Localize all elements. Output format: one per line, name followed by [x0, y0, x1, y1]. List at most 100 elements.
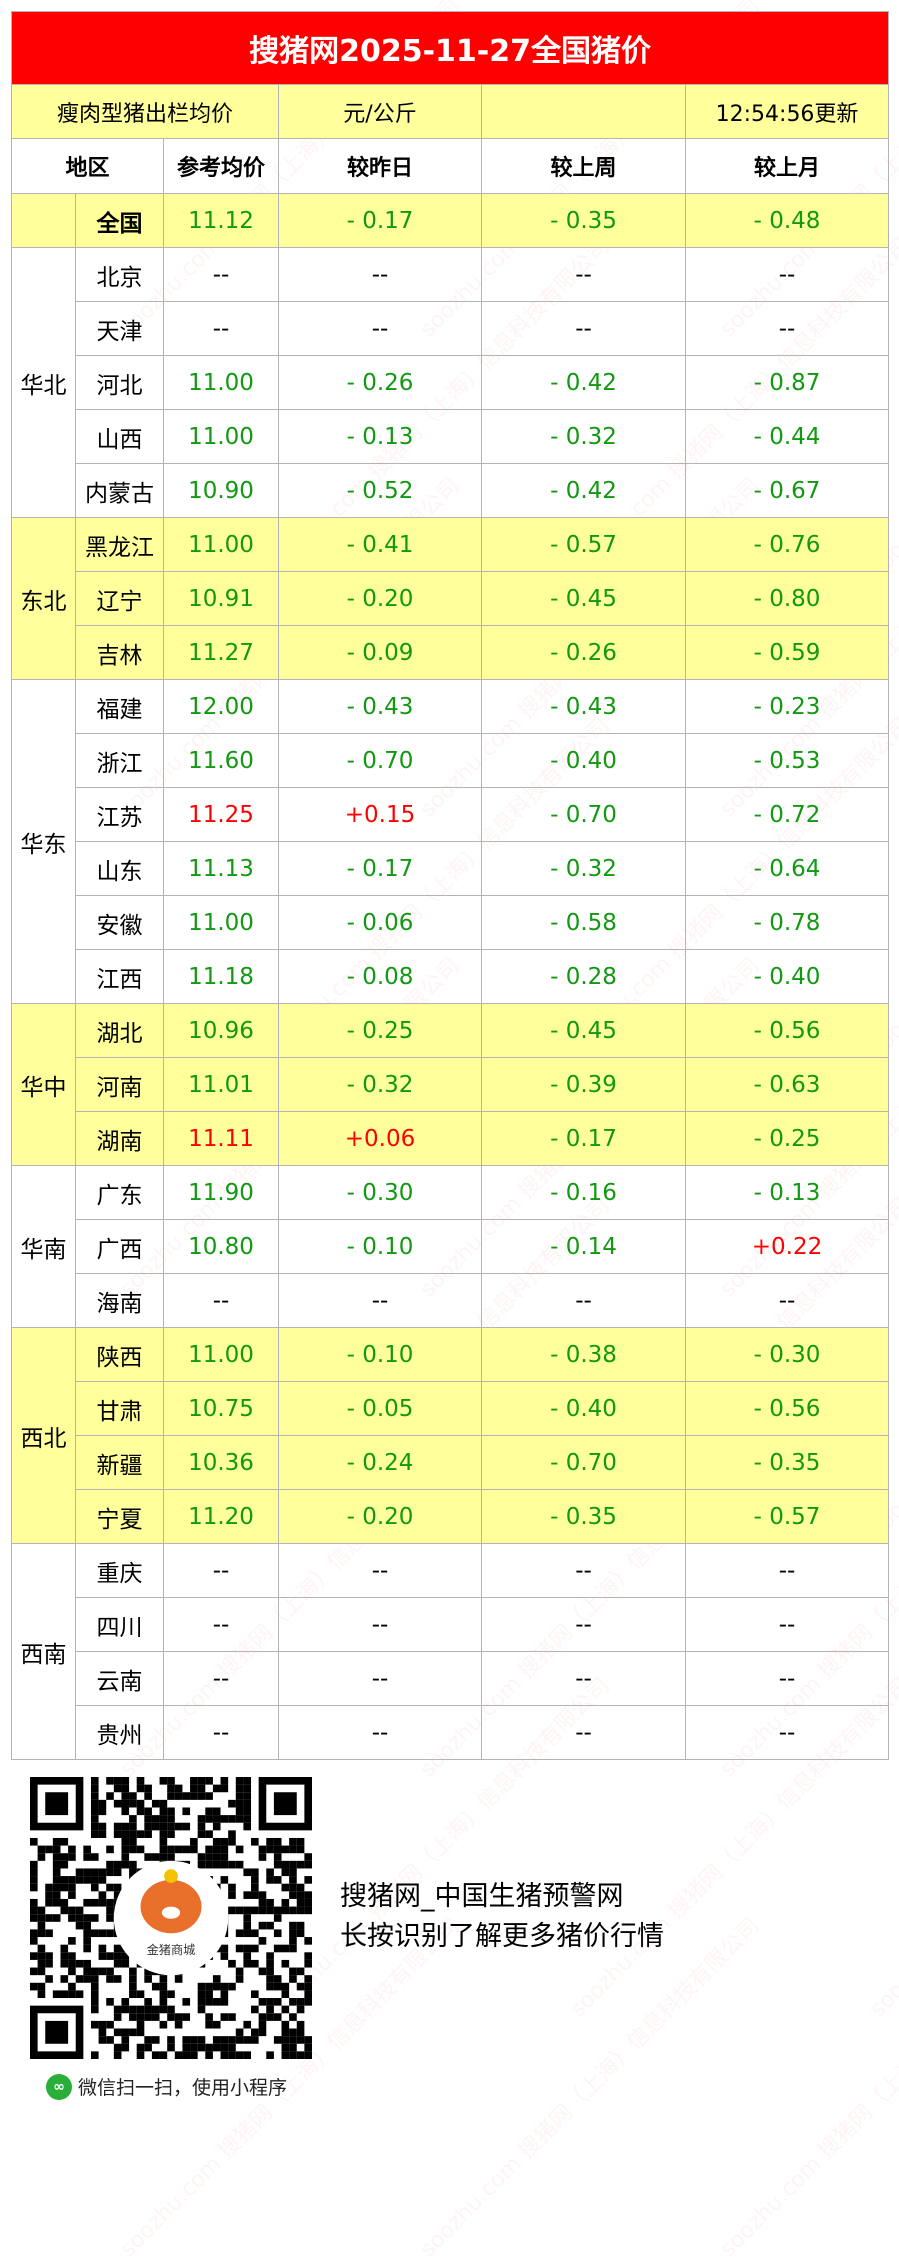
- table-row: 辽宁 10.91- 0.20- 0.45- 0.80: [12, 571, 890, 626]
- month-change: - 0.25: [684, 1111, 890, 1166]
- week-change: - 0.39: [481, 1057, 686, 1112]
- table-row: 宁夏 11.20- 0.20- 0.35- 0.57: [12, 1489, 890, 1544]
- price-value: 11.25: [163, 787, 279, 842]
- region-name: 华中: [11, 1003, 76, 1166]
- watermark: soozhu.com 搜猪网（上海）信息科技有限公司: [415, 1913, 765, 2263]
- month-change: - 0.40: [684, 949, 890, 1004]
- week-change: - 0.70: [481, 787, 686, 842]
- province-name: 宁夏: [75, 1489, 164, 1544]
- province-name: 湖南: [75, 1111, 164, 1166]
- month-change: - 0.64: [684, 841, 890, 896]
- table-row: 华南 广东 11.90- 0.30- 0.16- 0.13: [11, 1165, 890, 1328]
- week-change: - 0.70: [481, 1435, 686, 1490]
- month-change: --: [684, 1705, 890, 1760]
- price-value: 11.00: [163, 517, 279, 572]
- table-row: 甘肃 10.75- 0.05- 0.40- 0.56: [12, 1381, 890, 1436]
- qr-code[interactable]: 金猪商城: [30, 1777, 312, 2059]
- table-row: 西北 陕西 11.00- 0.10- 0.38- 0.30: [11, 1327, 890, 1544]
- table-row: 浙江 11.60- 0.70- 0.40- 0.53: [12, 733, 890, 788]
- month-change: - 0.76: [684, 517, 890, 572]
- month-change: - 0.53: [684, 733, 890, 788]
- region-name: 华东: [11, 679, 76, 1004]
- header-region: 地区: [11, 138, 164, 194]
- promo-line-1: 搜猪网_中国生猪预警网: [340, 1881, 624, 1912]
- month-change: --: [684, 1543, 890, 1598]
- price-value: 10.75: [163, 1381, 279, 1436]
- watermark: soozhu.com 搜猪网（上海）信息科技有限公司: [715, 1913, 899, 2263]
- region-name: 东北: [11, 517, 76, 680]
- week-change: - 0.28: [481, 949, 686, 1004]
- week-change: - 0.45: [481, 571, 686, 626]
- day-change: - 0.09: [278, 625, 482, 680]
- price-value: --: [163, 1543, 279, 1598]
- price-value: --: [163, 1651, 279, 1706]
- province-name: 江西: [75, 949, 164, 1004]
- day-change: --: [278, 1597, 482, 1652]
- day-change: - 0.10: [278, 1219, 482, 1274]
- table-row: 江苏 11.25 +0.15- 0.70- 0.72: [12, 787, 890, 842]
- wechat-hint: ∞ 微信扫一扫，使用小程序: [46, 2073, 287, 2100]
- week-change: --: [481, 1651, 686, 1706]
- table-row: 安徽 11.00- 0.06- 0.58- 0.78: [12, 895, 890, 950]
- month-change: - 0.72: [684, 787, 890, 842]
- price-value: 11.00: [163, 1327, 279, 1382]
- province-name: 贵州: [75, 1705, 164, 1760]
- month-change: - 0.67: [684, 463, 890, 518]
- table-row: 广西 10.80- 0.10- 0.14 +0.22: [12, 1219, 890, 1274]
- day-change: - 0.25: [278, 1003, 482, 1058]
- month-change: - 0.23: [684, 679, 890, 734]
- day-change: - 0.20: [278, 1489, 482, 1544]
- table-row: 江西 11.18- 0.08- 0.28- 0.40: [12, 949, 890, 1004]
- province-name: 天津: [75, 301, 164, 356]
- day-change: +0.15: [278, 787, 482, 842]
- month-change: --: [684, 1597, 890, 1652]
- week-change: - 0.43: [481, 679, 686, 734]
- header-day: 较昨日: [278, 138, 482, 194]
- price-type-label: 瘦肉型猪出栏均价: [11, 84, 279, 139]
- province-name: 河南: [75, 1057, 164, 1112]
- price-value: 11.27: [163, 625, 279, 680]
- table-row: 海南 -- -- -- --: [12, 1273, 890, 1328]
- week-change: - 0.26: [481, 625, 686, 680]
- month-change: - 0.80: [684, 571, 890, 626]
- province-name: 山东: [75, 841, 164, 896]
- week-change: - 0.38: [481, 1327, 686, 1382]
- month-change: - 0.44: [684, 409, 890, 464]
- week-change: --: [481, 1543, 686, 1598]
- day-change: --: [278, 1543, 482, 1598]
- table-row: 东北 黑龙江 11.00- 0.41- 0.57- 0.76: [11, 517, 890, 680]
- month-change: - 0.13: [684, 1165, 890, 1220]
- day-change: - 0.43: [278, 679, 482, 734]
- region-name: 华南: [11, 1165, 76, 1328]
- province-name: 江苏: [75, 787, 164, 842]
- day-change: - 0.20: [278, 571, 482, 626]
- day-change: - 0.26: [278, 355, 482, 410]
- table-row: 天津 -- -- -- --: [12, 301, 890, 356]
- table-row: 华中 湖北 10.96- 0.25- 0.45- 0.56: [11, 1003, 890, 1166]
- day-change: --: [278, 1651, 482, 1706]
- header-price: 参考均价: [163, 138, 279, 194]
- region-name: 华北: [11, 247, 76, 518]
- table-row: 吉林 11.27- 0.09- 0.26- 0.59: [12, 625, 890, 680]
- table-row: 山西 11.00- 0.13- 0.32- 0.44: [12, 409, 890, 464]
- month-change: - 0.30: [684, 1327, 890, 1382]
- header-week: 较上周: [481, 138, 686, 194]
- price-value: --: [163, 301, 279, 356]
- price-value: 10.90: [163, 463, 279, 518]
- update-time: 12:54:56更新: [684, 84, 890, 139]
- province-name: 河北: [75, 355, 164, 410]
- price-value: 11.60: [163, 733, 279, 788]
- blank-cell: [481, 84, 686, 139]
- week-change: --: [481, 301, 686, 356]
- national-row: 全国 11.12 - 0.17 - 0.35 - 0.48: [11, 193, 890, 248]
- province-name: 吉林: [75, 625, 164, 680]
- province-name: 北京: [75, 247, 164, 302]
- price-value: 11.13: [163, 841, 279, 896]
- day-change: - 0.10: [278, 1327, 482, 1382]
- province-name: 甘肃: [75, 1381, 164, 1436]
- day-change: - 0.30: [278, 1165, 482, 1220]
- province-name: 福建: [75, 679, 164, 734]
- table-row: 华东 福建 12.00- 0.43- 0.43- 0.23: [11, 679, 890, 1004]
- province-name: 湖北: [75, 1003, 164, 1058]
- province-name: 黑龙江: [75, 517, 164, 572]
